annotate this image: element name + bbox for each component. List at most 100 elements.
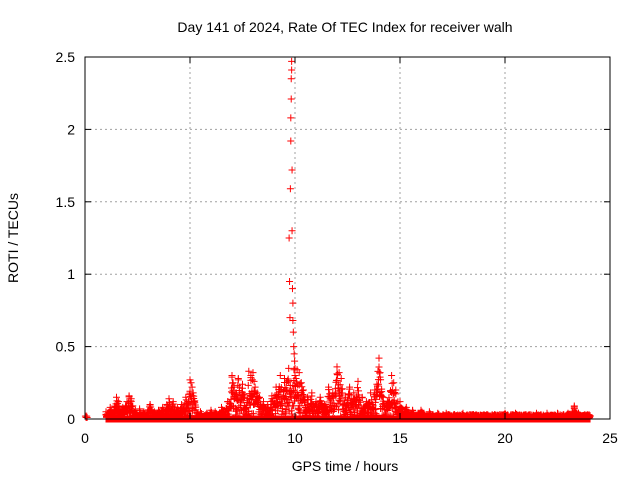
data-point — [288, 166, 296, 174]
band-point — [191, 397, 199, 405]
data-point — [417, 406, 425, 414]
data-point — [392, 386, 400, 394]
band-point — [244, 381, 252, 389]
data-point — [312, 398, 320, 406]
data-point — [285, 234, 293, 242]
data-point — [115, 398, 123, 406]
data-point — [239, 380, 246, 388]
data-point — [224, 398, 232, 406]
data-point — [320, 401, 328, 409]
data-point — [140, 408, 148, 416]
data-point — [165, 395, 173, 403]
data-point — [362, 398, 370, 406]
data-point — [173, 403, 181, 411]
band-point — [345, 390, 353, 398]
data-point — [289, 317, 297, 325]
data-point — [113, 393, 120, 401]
data-point — [512, 409, 519, 417]
y-tick-label: 1 — [67, 266, 75, 282]
data-point — [434, 409, 442, 417]
data-point — [186, 376, 194, 384]
band-point — [250, 410, 258, 418]
band-point — [286, 398, 294, 406]
data-point — [335, 369, 343, 377]
x-tick-label: 5 — [186, 430, 194, 446]
chart-title: Day 141 of 2024, Rate Of TEC Index for r… — [177, 19, 512, 35]
band-point — [300, 392, 308, 400]
data-point — [425, 408, 433, 416]
data-point — [299, 386, 307, 394]
data-point — [287, 114, 295, 122]
data-point — [197, 408, 204, 416]
data-point — [459, 409, 467, 417]
x-axis-title: GPS time / hours — [292, 458, 399, 474]
band-point — [378, 393, 386, 401]
band-point — [373, 382, 381, 390]
data-point — [245, 367, 253, 375]
band-point — [345, 390, 353, 398]
data-point — [376, 369, 384, 377]
data-point — [388, 372, 396, 380]
data-point — [249, 369, 257, 377]
data-point — [136, 405, 144, 413]
data-point — [297, 379, 305, 387]
data-point — [290, 343, 298, 351]
data-point — [276, 372, 284, 380]
data-point — [289, 299, 297, 307]
band-point — [398, 404, 406, 412]
data-point — [251, 383, 259, 391]
band-point — [289, 402, 297, 410]
data-point — [375, 354, 383, 362]
data-point — [291, 372, 299, 380]
band-point — [129, 402, 137, 410]
band-point — [287, 407, 295, 415]
data-point — [390, 379, 398, 387]
data-point — [264, 401, 272, 409]
x-tick-label: 20 — [497, 430, 513, 446]
band-point — [336, 381, 344, 389]
data-point — [346, 383, 354, 391]
data-point — [308, 389, 316, 397]
data-point — [290, 350, 298, 358]
data-point — [396, 398, 404, 406]
data-point — [119, 403, 127, 411]
band-point — [378, 385, 386, 393]
data-point — [229, 379, 237, 387]
data-point — [304, 393, 312, 401]
band-point — [353, 384, 361, 392]
data-point — [207, 406, 215, 414]
band-point — [333, 376, 341, 384]
data-point — [169, 398, 177, 406]
band-point — [296, 379, 304, 387]
data-point — [522, 411, 530, 419]
grid-lines — [85, 57, 610, 419]
data-point — [470, 411, 477, 419]
data-point — [333, 363, 341, 371]
data-point — [163, 401, 171, 409]
band-point — [294, 405, 302, 413]
data-point — [480, 411, 488, 419]
band-point — [183, 402, 191, 410]
band-point — [298, 387, 306, 395]
band-point — [376, 388, 384, 396]
data-point — [182, 393, 190, 401]
band-point — [234, 381, 242, 389]
data-point — [232, 389, 240, 397]
data-point — [230, 383, 238, 391]
data-point — [341, 393, 349, 401]
data-point — [234, 374, 242, 382]
data-point — [295, 369, 303, 377]
data-points — [81, 57, 593, 422]
y-tick-label: 0.5 — [56, 339, 76, 355]
band-point — [377, 376, 385, 384]
band-point — [282, 409, 290, 417]
data-point — [155, 406, 162, 414]
data-point — [554, 409, 561, 417]
band-point — [243, 403, 251, 411]
band-point — [299, 390, 307, 398]
data-point — [253, 389, 261, 397]
data-point — [383, 398, 391, 406]
data-point — [187, 379, 195, 387]
data-point — [288, 57, 296, 65]
